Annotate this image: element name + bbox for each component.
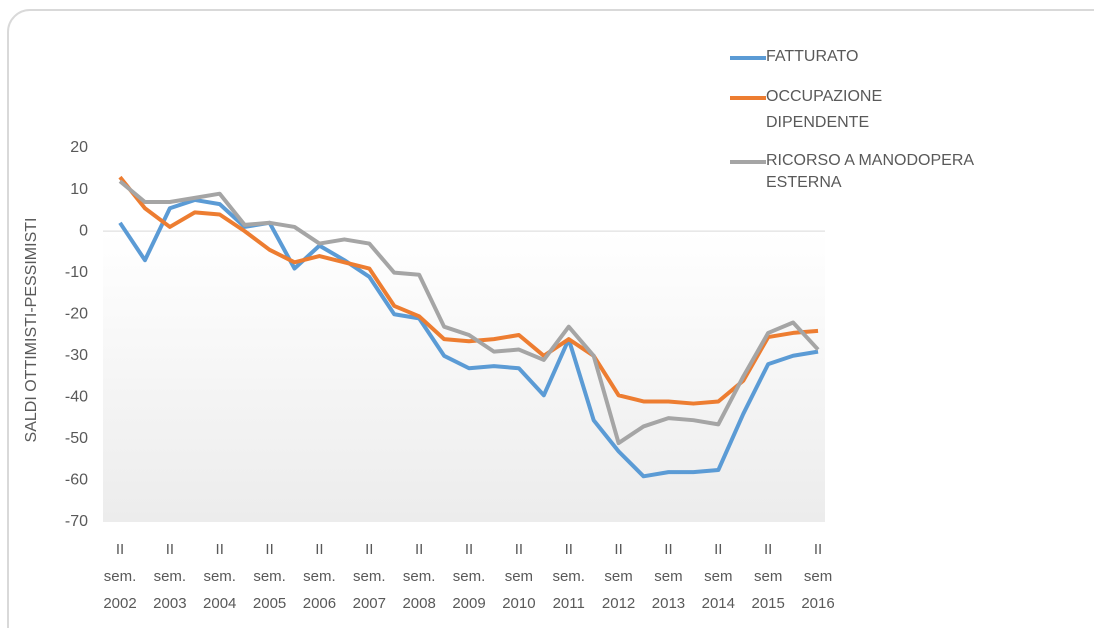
y-tick-label: -60 [65, 472, 88, 489]
legend-item: OCCUPAZIONE DIPENDENTE [730, 84, 980, 136]
series-line [118, 197, 819, 479]
y-tick-label: -20 [65, 305, 88, 322]
y-tick-label: 20 [70, 139, 88, 156]
x-tick-label: II sem. 2003 [153, 541, 186, 612]
legend-swatch [730, 56, 766, 60]
x-tick-label: II sem. 2005 [253, 541, 286, 612]
x-tick-label: II sem. 2008 [402, 541, 435, 612]
y-tick-label: -10 [65, 264, 88, 281]
x-tick-label: II sem 2013 [652, 541, 685, 612]
x-tick-label: II sem. 2011 [552, 541, 585, 612]
y-tick-label: -50 [65, 430, 88, 447]
x-tick-label: II sem. 2002 [103, 541, 136, 612]
legend-item: FATTURATO [730, 44, 980, 70]
x-tick-label: II sem 2012 [602, 541, 635, 612]
y-tick-label: -30 [65, 347, 88, 364]
x-tick-label: II sem. 2007 [353, 541, 386, 612]
x-tick-label: II sem 2010 [502, 541, 535, 612]
y-tick-label: 10 [70, 181, 88, 198]
x-tick-label: II sem. 2004 [203, 541, 236, 612]
x-tick-label: II sem 2014 [702, 541, 735, 612]
frame [7, 9, 1094, 628]
y-axis-label: SALDI OTTIMISTI-PESSIMISTI [23, 218, 40, 443]
x-tick-label: II sem. 2006 [303, 541, 336, 612]
x-tick-label: II sem 2015 [751, 541, 784, 612]
legend-label: FATTURATO [766, 48, 859, 65]
series-line [118, 175, 819, 406]
legend-label: OCCUPAZIONE DIPENDENTE [766, 88, 883, 131]
x-tick-label: II sem. 2009 [452, 541, 485, 612]
y-tick-label: 0 [79, 222, 88, 239]
legend-swatch [730, 160, 766, 164]
legend: FATTURATO OCCUPAZIONE DIPENDENTE RICORSO A… [730, 44, 980, 208]
plot-background [103, 231, 825, 522]
legend-label: RICORSO A MANODOPERA ESTERNA [766, 152, 974, 191]
legend-swatch [730, 96, 766, 100]
series-line [118, 179, 820, 446]
y-tick-label: -70 [65, 513, 88, 530]
y-tick-label: -40 [65, 389, 88, 406]
legend-item: RICORSO A MANODOPERA ESTERNA [730, 150, 980, 194]
x-tick-label: II sem 2016 [801, 541, 834, 612]
